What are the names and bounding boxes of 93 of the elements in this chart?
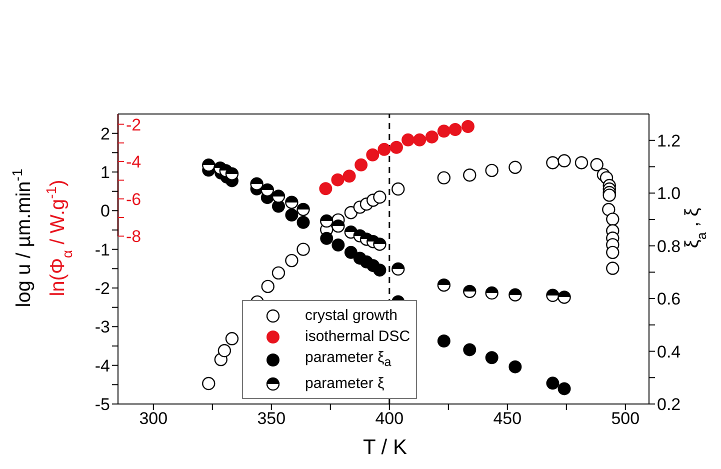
point [463, 168, 476, 182]
point [546, 156, 560, 170]
point [344, 206, 358, 220]
point [392, 262, 405, 276]
point [261, 280, 274, 294]
point [546, 376, 560, 390]
point [485, 351, 498, 364]
point [319, 182, 332, 196]
point [250, 177, 264, 190]
point [373, 238, 386, 251]
y3-tick-label: -2 [126, 115, 142, 134]
y-tick-label: -2 [94, 279, 110, 298]
point [508, 360, 522, 374]
point [508, 160, 522, 174]
point [402, 133, 415, 146]
y-tick-label: -4 [94, 356, 110, 376]
legend-label: parameter ξ$_{a}$ [305, 349, 392, 369]
point [606, 212, 620, 226]
point [437, 124, 450, 138]
y2-tick-label: 1.0 [657, 184, 681, 204]
y2-tick-label: 0.4 [657, 342, 681, 362]
y3-tick-label: -8 [126, 227, 142, 246]
point [606, 262, 620, 275]
point [448, 122, 462, 136]
point [344, 246, 358, 259]
point [320, 214, 334, 228]
x-tick-label: 450 [493, 409, 522, 428]
point [342, 170, 356, 183]
y-tick-label: -5 [94, 395, 110, 414]
point [296, 202, 310, 216]
point [392, 182, 405, 196]
point [485, 286, 498, 300]
y2-tick-label: 0.2 [657, 395, 681, 414]
point [437, 278, 451, 292]
point [260, 183, 274, 197]
point [272, 266, 286, 280]
point [296, 242, 310, 256]
point [332, 238, 345, 252]
x-tick-label: 400 [375, 409, 404, 428]
x-tick-label: 300 [139, 409, 168, 428]
y3-tick-label: -4 [126, 152, 142, 172]
y-tick-label: 2 [100, 124, 110, 144]
point [602, 202, 616, 216]
point [218, 344, 232, 358]
point [558, 154, 571, 168]
point [354, 158, 368, 172]
point [574, 156, 588, 170]
point [225, 332, 239, 346]
point [390, 140, 403, 154]
y2-tick-label: 0.6 [657, 290, 681, 309]
point [606, 246, 620, 260]
point [272, 190, 286, 203]
point [590, 158, 604, 172]
y2-tick-label: 1.2 [657, 131, 681, 150]
point [546, 288, 560, 302]
point [373, 264, 386, 277]
point [296, 216, 310, 229]
point [285, 208, 298, 222]
y3-tick-label: -6 [126, 190, 142, 209]
legend-label: parameter ξ [305, 375, 384, 392]
point [437, 334, 450, 348]
x-tick-label: 500 [611, 409, 640, 428]
point [332, 219, 345, 233]
x-tick-label: 350 [257, 409, 286, 428]
point [558, 290, 571, 304]
point [202, 158, 216, 172]
point [331, 173, 344, 186]
y2-tick-label: 0.8 [657, 236, 681, 256]
y-tick-label: 0 [100, 202, 110, 221]
point [285, 196, 298, 209]
point [202, 376, 216, 390]
legend-label: crystal growth [305, 307, 398, 324]
y-tick-label: 1 [100, 163, 110, 182]
point [413, 133, 426, 146]
point [366, 148, 380, 162]
point [285, 254, 298, 268]
point [225, 167, 239, 180]
x-axis-title: T / K [363, 436, 407, 459]
point [373, 190, 386, 204]
point [320, 232, 334, 245]
point [425, 130, 438, 144]
point [437, 171, 451, 184]
legend-label: isothermal DSC [305, 328, 410, 345]
point [602, 188, 616, 202]
y-tick-label: -3 [94, 318, 110, 337]
y-tick-label: -1 [94, 240, 110, 260]
point [378, 142, 391, 156]
point [463, 343, 476, 356]
point [558, 382, 571, 396]
point [485, 164, 498, 178]
point [461, 120, 474, 133]
point [508, 288, 522, 302]
point [463, 284, 476, 298]
